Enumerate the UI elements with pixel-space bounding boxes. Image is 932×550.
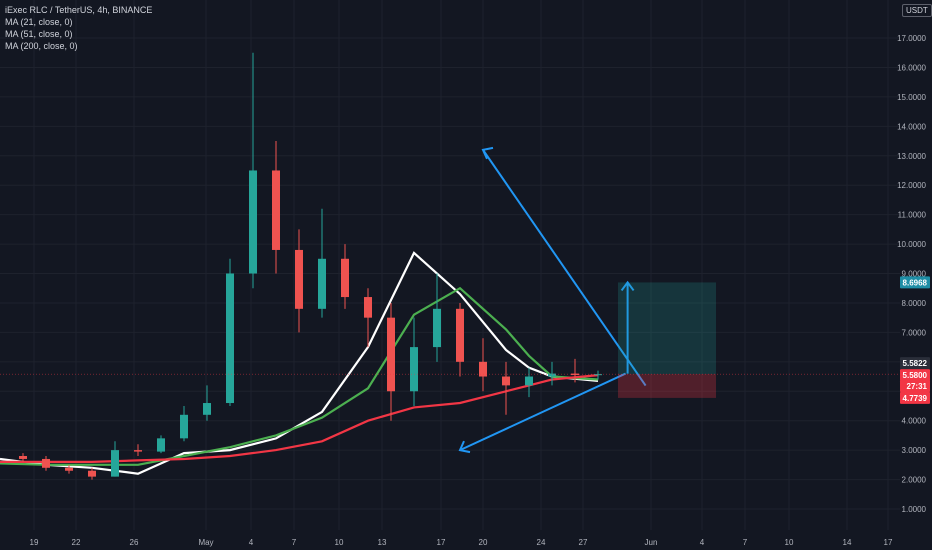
time-tick-label: 14 bbox=[843, 538, 852, 547]
ma-line bbox=[0, 374, 599, 463]
ma-value-label: 5.5822 bbox=[903, 359, 928, 368]
candle-body bbox=[318, 258, 326, 309]
stop-price-label-bg bbox=[900, 391, 930, 404]
candle-body bbox=[157, 438, 165, 452]
triangle-arrowhead bbox=[458, 440, 471, 454]
price-tick-label: 3.0000 bbox=[902, 446, 927, 455]
time-tick-label: 26 bbox=[130, 538, 139, 547]
price-tick-label: 14.0000 bbox=[897, 122, 926, 131]
price-tick-label: 10.0000 bbox=[897, 240, 926, 249]
candle-body bbox=[88, 470, 96, 477]
candle-body bbox=[203, 403, 211, 415]
moving-averages bbox=[0, 251, 599, 475]
ma51-legend[interactable]: MA (51, close, 0) bbox=[5, 29, 73, 39]
last-price-label-bg bbox=[900, 369, 930, 382]
price-tick-label: 11.0000 bbox=[898, 211, 927, 220]
symbol-title[interactable]: iExec RLC / TetherUS, 4h, BINANCE bbox=[5, 5, 153, 15]
price-axis-bg bbox=[900, 0, 932, 550]
ma200-legend[interactable]: MA (200, close, 0) bbox=[5, 41, 78, 51]
price-axis[interactable]: 1.00002.00003.00004.00005.00006.00007.00… bbox=[897, 0, 932, 550]
price-tick-label: 17.0000 bbox=[897, 34, 926, 43]
currency-badge[interactable]: USDT bbox=[902, 4, 932, 17]
price-tick-label: 12.0000 bbox=[897, 181, 926, 190]
time-tick-label: May bbox=[198, 538, 213, 547]
price-tick-label: 8.0000 bbox=[902, 299, 927, 308]
time-tick-label: 4 bbox=[249, 538, 254, 547]
price-tick-label: 15.0000 bbox=[897, 93, 926, 102]
price-tick-label: 13.0000 bbox=[897, 152, 926, 161]
bar-countdown-label-bg bbox=[900, 380, 930, 393]
candle-body bbox=[502, 376, 510, 386]
loss-zone[interactable] bbox=[618, 374, 716, 398]
triangle-lower-trendline[interactable] bbox=[459, 372, 627, 452]
candle-body bbox=[249, 170, 257, 274]
time-tick-label: 19 bbox=[30, 538, 39, 547]
time-tick-label: 17 bbox=[437, 538, 446, 547]
triangle-upper-trendline[interactable] bbox=[482, 149, 647, 387]
time-tick-label: 24 bbox=[537, 538, 546, 547]
time-axis-bg bbox=[0, 532, 932, 550]
candle-body bbox=[548, 373, 556, 377]
candle-body bbox=[456, 308, 464, 362]
candle-body bbox=[19, 456, 27, 459]
candle-body bbox=[410, 347, 418, 392]
ma21-legend[interactable]: MA (21, close, 0) bbox=[5, 17, 73, 27]
chart-legend: iExec RLC / TetherUS, 4h, BINANCE MA (21… bbox=[5, 4, 152, 52]
price-tick-label: 1.0000 bbox=[902, 505, 927, 514]
candle-body bbox=[479, 361, 487, 377]
price-tick-label: 16.0000 bbox=[897, 63, 926, 72]
candle-body bbox=[65, 467, 73, 471]
ma-value-label-bg bbox=[900, 357, 930, 370]
time-tick-label: Jun bbox=[645, 538, 658, 547]
candle-body bbox=[295, 249, 303, 309]
price-tick-label: 2.0000 bbox=[902, 476, 927, 485]
time-tick-label: 10 bbox=[785, 538, 794, 547]
time-axis[interactable]: 19 22 26 May 4 7 10 13 17 20 24 27 Jun 4 7 10 14 17 bbox=[0, 532, 932, 550]
target-price-label: 8.6968 bbox=[903, 278, 928, 287]
time-tick-label: 17 bbox=[884, 538, 893, 547]
candle-body bbox=[341, 258, 349, 298]
candle-body bbox=[387, 317, 395, 392]
price-tick-label: 9.0000 bbox=[902, 270, 927, 279]
pattern-drawings bbox=[0, 146, 900, 454]
time-tick-label: 10 bbox=[335, 538, 344, 547]
candle-body bbox=[272, 170, 280, 250]
breakout-arrowhead bbox=[620, 280, 635, 292]
candle-body bbox=[111, 450, 119, 477]
candlesticks bbox=[19, 52, 602, 480]
ma-line bbox=[0, 286, 599, 466]
time-tick-label: 4 bbox=[700, 538, 705, 547]
time-tick-label: 7 bbox=[743, 538, 748, 547]
candle-body bbox=[226, 273, 234, 404]
candle-body bbox=[433, 308, 441, 348]
profit-zone[interactable] bbox=[618, 282, 716, 375]
bar-countdown-label: 27:31 bbox=[907, 382, 928, 391]
candle-body bbox=[571, 373, 579, 376]
chart-grid bbox=[0, 0, 900, 530]
time-tick-label: 7 bbox=[292, 538, 297, 547]
triangle-arrowhead bbox=[481, 146, 494, 160]
price-tick-label: 7.0000 bbox=[902, 328, 927, 337]
time-tick-label: 22 bbox=[72, 538, 81, 547]
ma-line bbox=[0, 251, 599, 475]
time-tick-label: 20 bbox=[479, 538, 488, 547]
target-price-label-bg bbox=[900, 276, 930, 289]
candle-body bbox=[42, 458, 50, 468]
candle-body bbox=[134, 450, 142, 452]
last-price-label: 5.5800 bbox=[903, 371, 928, 380]
candle-body bbox=[364, 297, 372, 318]
price-tick-label: 4.0000 bbox=[902, 417, 927, 426]
stop-price-label: 4.7739 bbox=[903, 394, 928, 403]
time-tick-label: 27 bbox=[579, 538, 588, 547]
candle-body bbox=[525, 376, 533, 386]
time-tick-label: 13 bbox=[378, 538, 387, 547]
candle-body bbox=[594, 374, 602, 376]
candle-body bbox=[180, 414, 188, 439]
